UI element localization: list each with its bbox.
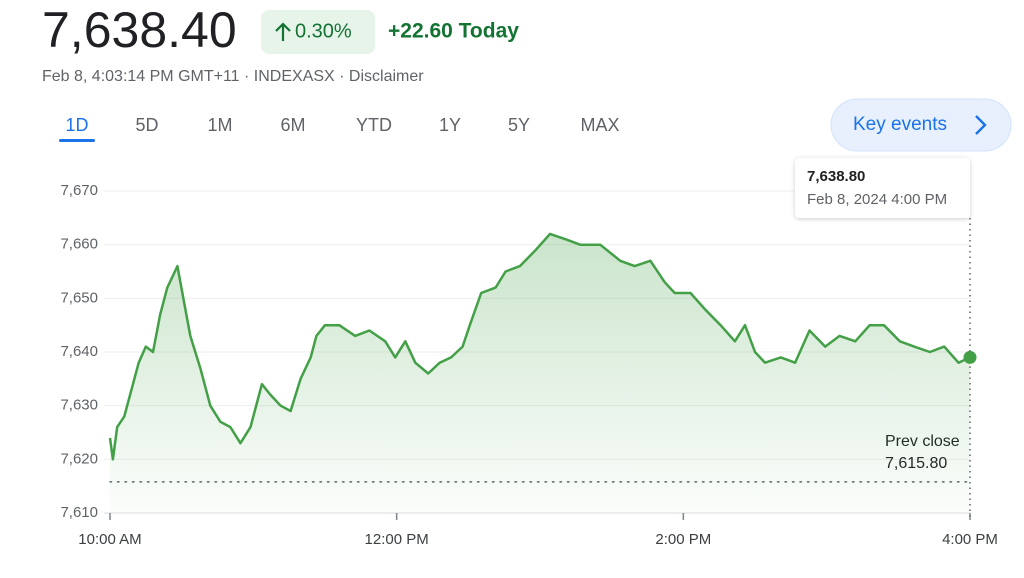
tab[interactable]: 1D	[65, 115, 88, 135]
y-tick-label: 7,620	[60, 450, 98, 467]
tab[interactable]: 1M	[207, 115, 232, 135]
y-tick-label: 7,660	[60, 236, 98, 253]
tooltip-box	[795, 158, 970, 218]
tab[interactable]: MAX	[580, 115, 619, 135]
price-line	[108, 232, 971, 461]
y-tick-label: 7,640	[60, 343, 98, 360]
price: 7,638.40	[42, 2, 237, 58]
x-tick-label: 2:00 PM	[655, 531, 711, 548]
chart: 7,610 7,620 7,630 7,640 7,650 7,660 7,670 10:00…	[60, 182, 997, 548]
tab[interactable]: 6M	[280, 115, 305, 135]
tab[interactable]: 5D	[135, 115, 158, 135]
y-tick-label: 7,650	[60, 289, 98, 306]
tab-underline	[59, 139, 95, 142]
end-point	[963, 350, 977, 364]
change-pill	[261, 10, 375, 54]
y-tick-label: 7,670	[60, 182, 98, 199]
tabs: 1D 5D 1M 6M YTD 1Y 5Y MAX	[59, 115, 620, 142]
change-today: +22.60 Today	[388, 20, 519, 43]
meta: Feb 8, 4:03:14 PM GMT+11 · INDEXASX · Di…	[42, 68, 424, 85]
x-tick-label: 4:00 PM	[942, 531, 998, 548]
y-tick-label: 7,630	[60, 397, 98, 414]
x-tick-label: 10:00 AM	[78, 531, 141, 548]
key-events-label[interactable]: Key events	[853, 114, 947, 135]
x-tick-label: 12:00 PM	[365, 531, 429, 548]
up-arrow	[275, 22, 291, 41]
tab[interactable]: YTD	[356, 115, 392, 135]
area-fill	[110, 233, 970, 513]
chevron	[975, 115, 987, 135]
key-events-button[interactable]	[830, 98, 1012, 152]
tab[interactable]: 5Y	[508, 115, 530, 135]
y-tick-label: 7,610	[60, 504, 98, 521]
tooltip-date: Feb 8, 2024 4:00 PM	[807, 191, 947, 208]
tab[interactable]: 1Y	[439, 115, 461, 135]
tooltip-value: 7,638.80	[807, 168, 865, 185]
change-percent: 0.30%	[295, 20, 352, 42]
